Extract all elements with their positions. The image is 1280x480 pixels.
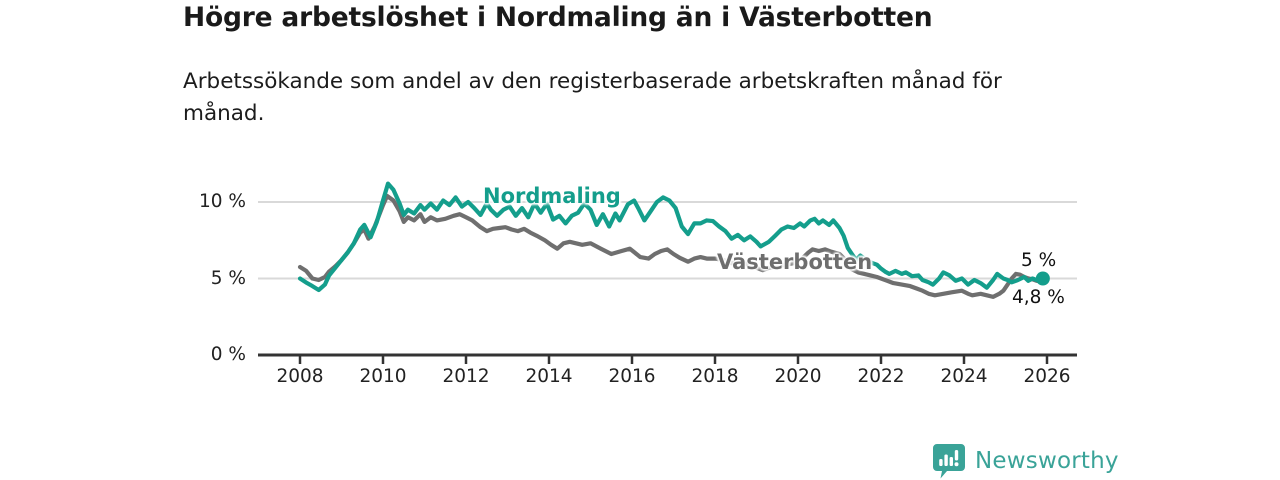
- vasterbotten-series-label: Västerbotten: [717, 250, 873, 274]
- x-tick-label: 2010: [359, 366, 407, 387]
- x-tick-label: 2016: [608, 366, 656, 387]
- x-tick-label: 2020: [774, 366, 822, 387]
- x-tick-label: 2014: [525, 366, 573, 387]
- x-tick-label: 2012: [442, 366, 490, 387]
- newsworthy-logo: Newsworthy: [932, 443, 1119, 479]
- x-tick-label: 2024: [940, 366, 988, 387]
- y-tick-label: 10 %: [199, 191, 246, 212]
- x-tick-label: 2026: [1023, 366, 1071, 387]
- chart-subtitle: Arbetssökande som andel av den registerb…: [183, 69, 1002, 127]
- x-tick-label: 2018: [691, 366, 739, 387]
- vasterbotten-line: [297, 193, 1046, 299]
- vasterbotten-end-value-label: 4,8 %: [1012, 287, 1065, 308]
- nordmaling-line: [297, 181, 1046, 293]
- y-tick-label: 5 %: [210, 267, 246, 289]
- y-tick-label: 0 %: [210, 344, 246, 365]
- x-axis-ticks: [298, 356, 1049, 364]
- bar-chart-speech-bubble-icon: [932, 443, 966, 479]
- nordmaling-series-label: Nordmaling: [483, 184, 621, 208]
- x-tick-label: 2008: [276, 366, 324, 387]
- nordmaling-end-value-label: 5 %: [1021, 250, 1057, 271]
- newsworthy-wordmark: Newsworthy: [975, 448, 1119, 474]
- chart-title: Högre arbetslöshet i Nordmaling än i Väs…: [183, 2, 933, 33]
- nordmaling-end-dot: [1035, 271, 1050, 286]
- x-tick-label: 2022: [857, 366, 905, 387]
